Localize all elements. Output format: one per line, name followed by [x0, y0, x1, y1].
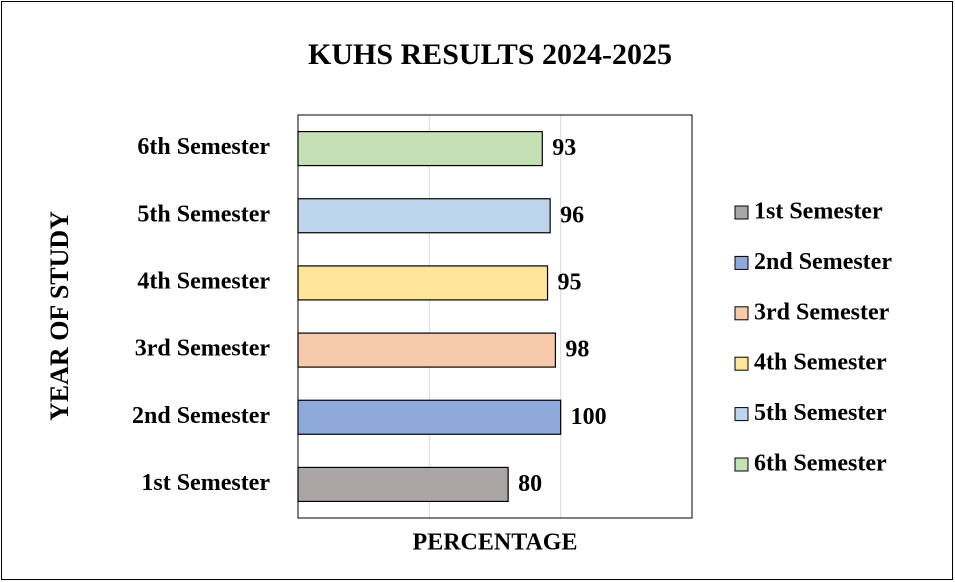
- legend-label: 3rd Semester: [754, 299, 890, 325]
- y-tick-label: 2nd Semester: [132, 403, 270, 429]
- legend-label: 5th Semester: [754, 400, 887, 426]
- data-label: 100: [571, 404, 607, 430]
- plot-frame: [297, 114, 693, 519]
- y-tick-label: 4th Semester: [137, 268, 270, 294]
- legend-swatch: [734, 356, 749, 371]
- legend-swatch: [734, 457, 749, 472]
- y-tick-label: 3rd Semester: [135, 336, 271, 362]
- bar: [297, 332, 557, 368]
- chart-title: KUHS RESULTS 2024-2025: [308, 38, 672, 71]
- data-label: 80: [518, 471, 542, 497]
- bar: [297, 130, 543, 167]
- y-tick-label: 5th Semester: [137, 201, 270, 227]
- legend-swatch: [734, 205, 749, 220]
- y-tick-label: 1st Semester: [141, 470, 270, 496]
- legend-swatch: [734, 306, 749, 321]
- bar: [297, 399, 562, 435]
- data-label: 93: [552, 135, 576, 161]
- legend-label: 4th Semester: [754, 350, 887, 376]
- y-tick-label: 6th Semester: [137, 134, 270, 160]
- legend-swatch: [734, 255, 749, 270]
- legend-label: 6th Semester: [754, 451, 887, 477]
- x-axis-label: PERCENTAGE: [413, 530, 578, 556]
- legend-label: 1st Semester: [754, 199, 883, 225]
- legend-swatch: [734, 407, 749, 422]
- data-label: 95: [558, 269, 582, 295]
- data-label: 98: [565, 337, 589, 363]
- data-label: 96: [560, 202, 584, 228]
- bar: [297, 265, 549, 301]
- legend-label: 2nd Semester: [754, 249, 892, 275]
- bar: [297, 466, 509, 503]
- bar: [297, 198, 551, 234]
- y-axis-label: YEAR OF STUDY: [45, 211, 74, 421]
